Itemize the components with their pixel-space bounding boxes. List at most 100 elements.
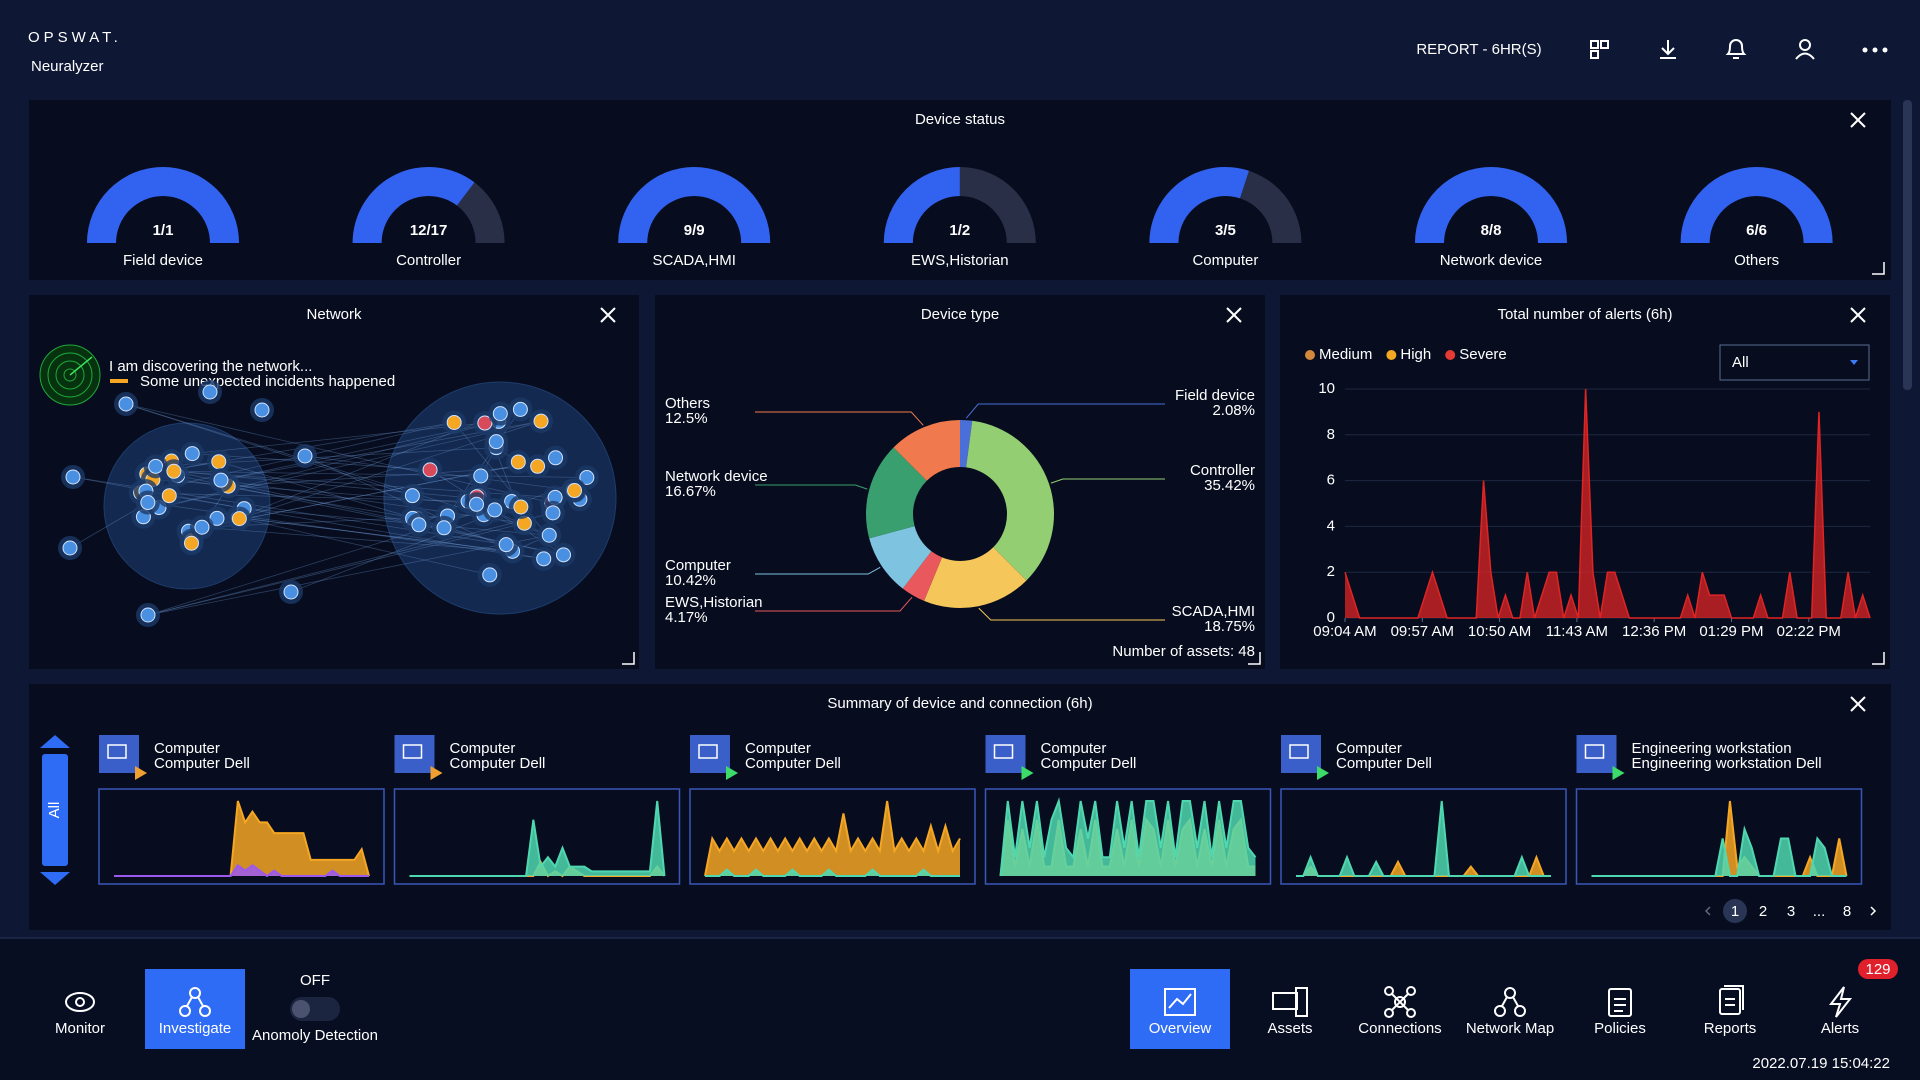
network-node[interactable] xyxy=(579,469,595,485)
network-node[interactable] xyxy=(254,402,270,418)
network-node[interactable] xyxy=(148,458,164,474)
network-node[interactable] xyxy=(513,499,529,515)
page-prev[interactable] xyxy=(1704,906,1711,916)
page-number[interactable]: 8 xyxy=(1843,903,1851,920)
network-node[interactable] xyxy=(533,413,549,429)
network-node[interactable] xyxy=(487,502,503,518)
close-button[interactable] xyxy=(1226,307,1242,323)
nav-icon[interactable] xyxy=(179,987,211,1017)
network-node[interactable] xyxy=(166,463,182,479)
nav-label[interactable]: Alerts xyxy=(1821,1020,1859,1037)
scroll-down[interactable] xyxy=(40,872,70,885)
close-button[interactable] xyxy=(600,307,616,323)
nav-icon[interactable] xyxy=(1272,987,1308,1017)
network-node[interactable] xyxy=(492,406,508,422)
network-node[interactable] xyxy=(446,414,462,430)
device-icon[interactable] xyxy=(99,735,139,773)
network-node[interactable] xyxy=(194,519,210,535)
icon-user[interactable] xyxy=(1795,52,1815,60)
resize-handle[interactable] xyxy=(1248,652,1261,665)
icon-grid[interactable] xyxy=(1590,40,1599,49)
network-node[interactable] xyxy=(183,535,199,551)
icon-more[interactable] xyxy=(1872,47,1878,53)
nav-icon[interactable] xyxy=(65,992,95,1012)
network-node[interactable] xyxy=(498,537,514,553)
nav-label[interactable]: Policies xyxy=(1594,1020,1646,1037)
nav-icon[interactable] xyxy=(1384,986,1416,1018)
nav-icon[interactable] xyxy=(1164,988,1196,1016)
network-node[interactable] xyxy=(473,468,489,484)
network-node[interactable] xyxy=(477,415,493,431)
icon-download[interactable] xyxy=(1660,40,1676,59)
network-node[interactable] xyxy=(482,567,498,583)
network-node[interactable] xyxy=(510,454,526,470)
icon-bell[interactable] xyxy=(1725,39,1747,59)
network-node[interactable] xyxy=(436,520,452,536)
report-button[interactable]: REPORT - 6HR(S) xyxy=(1416,41,1541,58)
nav-icon[interactable] xyxy=(1719,985,1744,1015)
network-node[interactable] xyxy=(161,488,177,504)
scrollbar[interactable] xyxy=(1903,100,1912,390)
network-node[interactable] xyxy=(567,483,583,499)
icon-more[interactable] xyxy=(1882,47,1888,53)
network-node[interactable] xyxy=(548,450,564,466)
network-node[interactable] xyxy=(530,458,546,474)
close-button[interactable] xyxy=(1850,696,1866,712)
nav-icon[interactable] xyxy=(1828,986,1853,1018)
network-node[interactable] xyxy=(468,496,484,512)
nav-label[interactable]: Overview xyxy=(1149,1020,1212,1037)
close-button[interactable] xyxy=(1850,112,1866,128)
network-node[interactable] xyxy=(545,505,561,521)
nav-label[interactable]: Investigate xyxy=(159,1020,232,1037)
network-node[interactable] xyxy=(536,551,552,567)
filter-dropdown[interactable] xyxy=(1719,344,1870,381)
resize-handle[interactable] xyxy=(1872,262,1885,275)
icon-grid[interactable] xyxy=(1600,40,1609,49)
resize-handle[interactable] xyxy=(622,652,635,665)
nav-label[interactable]: Reports xyxy=(1704,1020,1757,1037)
network-node[interactable] xyxy=(184,446,200,462)
network-node[interactable] xyxy=(411,517,427,533)
nav-icon[interactable] xyxy=(1608,988,1632,1017)
device-icon[interactable] xyxy=(1576,735,1617,773)
network-node[interactable] xyxy=(202,384,218,400)
network-node[interactable] xyxy=(488,434,504,450)
device-icon[interactable] xyxy=(985,735,1026,773)
toggle-knob[interactable] xyxy=(292,1000,310,1018)
nav-label[interactable]: Network Map xyxy=(1466,1020,1554,1037)
icon-user[interactable] xyxy=(1799,39,1811,51)
network-node[interactable] xyxy=(283,584,299,600)
page-number[interactable]: 2 xyxy=(1759,903,1767,920)
network-node[interactable] xyxy=(404,488,420,504)
icon-grid[interactable] xyxy=(1590,50,1599,59)
network-node[interactable] xyxy=(62,540,78,556)
nav-icon[interactable] xyxy=(1494,987,1526,1017)
network-node[interactable] xyxy=(211,454,227,470)
network-node[interactable] xyxy=(512,401,528,417)
page-number[interactable]: 3 xyxy=(1787,903,1795,920)
network-node[interactable] xyxy=(555,547,571,563)
icon-more[interactable] xyxy=(1862,47,1868,53)
close-button[interactable] xyxy=(1850,307,1866,323)
network-node[interactable] xyxy=(140,607,156,623)
nav-label[interactable]: Monitor xyxy=(55,1020,105,1037)
resize-handle[interactable] xyxy=(1872,652,1885,665)
network-node[interactable] xyxy=(213,472,229,488)
page-number[interactable]: ... xyxy=(1813,903,1826,920)
network-node[interactable] xyxy=(231,511,247,527)
device-icon[interactable] xyxy=(690,735,730,773)
page-next[interactable] xyxy=(1870,906,1877,916)
network-node[interactable] xyxy=(140,495,156,511)
device-icon[interactable] xyxy=(1281,735,1321,773)
network-node[interactable] xyxy=(422,462,438,478)
network-node[interactable] xyxy=(118,396,134,412)
scroll-up[interactable] xyxy=(40,735,70,748)
network-node[interactable] xyxy=(65,469,81,485)
nav-label[interactable]: Connections xyxy=(1358,1020,1441,1037)
network-node[interactable] xyxy=(541,527,557,543)
device-icon[interactable] xyxy=(394,735,435,773)
filter-tab[interactable] xyxy=(42,754,68,866)
page-active[interactable] xyxy=(1723,899,1747,923)
network-node[interactable] xyxy=(297,448,313,464)
nav-label[interactable]: Assets xyxy=(1267,1020,1312,1037)
